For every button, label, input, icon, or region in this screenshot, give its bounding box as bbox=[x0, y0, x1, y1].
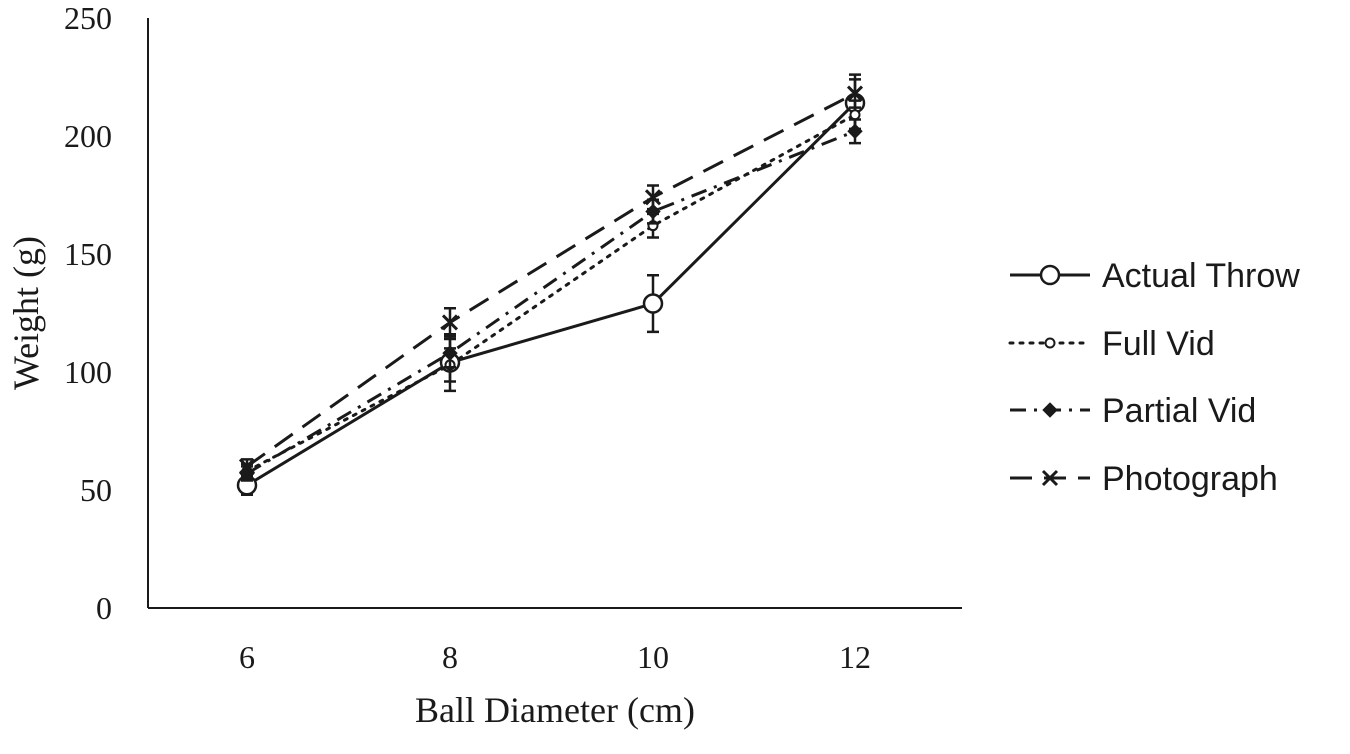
series-full-vid bbox=[241, 99, 861, 480]
x-tick-labels: 6 8 10 12 bbox=[239, 639, 871, 675]
legend-label: Photograph bbox=[1102, 460, 1278, 498]
series-photograph bbox=[238, 78, 864, 475]
y-tick-label: 0 bbox=[96, 590, 112, 626]
data-point-marker bbox=[1044, 337, 1056, 349]
series-line bbox=[245, 113, 857, 473]
x-tick-label: 6 bbox=[239, 639, 255, 675]
y-tick-label: 100 bbox=[64, 354, 112, 390]
data-point-marker bbox=[1042, 402, 1058, 418]
data-point-marker bbox=[849, 109, 861, 121]
data-point-marker bbox=[442, 345, 458, 361]
legend-label: Partial Vid bbox=[1102, 392, 1256, 430]
y-axis-title: Weight (g) bbox=[6, 236, 46, 390]
x-tick-label: 12 bbox=[839, 639, 871, 675]
data-point-marker bbox=[847, 123, 863, 139]
y-tick-label: 250 bbox=[64, 0, 112, 36]
legend-item: Partial Vid bbox=[1010, 392, 1256, 430]
legend-label: Actual Throw bbox=[1102, 257, 1300, 295]
legend: Actual Throw Full Vid Partial Vid Photograp… bbox=[1008, 257, 1300, 498]
y-tick-label: 150 bbox=[64, 236, 112, 272]
data-point-marker bbox=[1039, 264, 1061, 286]
legend-item: Actual Throw bbox=[1010, 257, 1300, 295]
y-tick-label: 50 bbox=[80, 472, 112, 508]
data-point-marker bbox=[642, 293, 664, 314]
x-tick-label: 10 bbox=[637, 639, 669, 675]
series-line bbox=[246, 92, 856, 468]
series-line bbox=[246, 101, 857, 487]
x-axis-title: Ball Diameter (cm) bbox=[415, 690, 695, 730]
series-layer bbox=[236, 73, 866, 496]
legend-label: Full Vid bbox=[1102, 325, 1215, 363]
data-point-marker bbox=[846, 85, 864, 102]
data-point-marker bbox=[1041, 469, 1059, 487]
data-point-marker bbox=[644, 189, 662, 206]
y-tick-label: 200 bbox=[64, 118, 112, 154]
series-partial-vid bbox=[239, 118, 863, 482]
y-tick-labels: 0 50 100 150 200 250 bbox=[64, 0, 112, 626]
series-line bbox=[246, 129, 856, 475]
legend-item: Photograph bbox=[1010, 460, 1278, 498]
x-tick-label: 8 bbox=[442, 639, 458, 675]
data-point-marker bbox=[441, 314, 459, 331]
data-point-marker bbox=[238, 458, 256, 475]
axes bbox=[147, 18, 962, 609]
legend-item: Full Vid bbox=[1008, 325, 1215, 363]
